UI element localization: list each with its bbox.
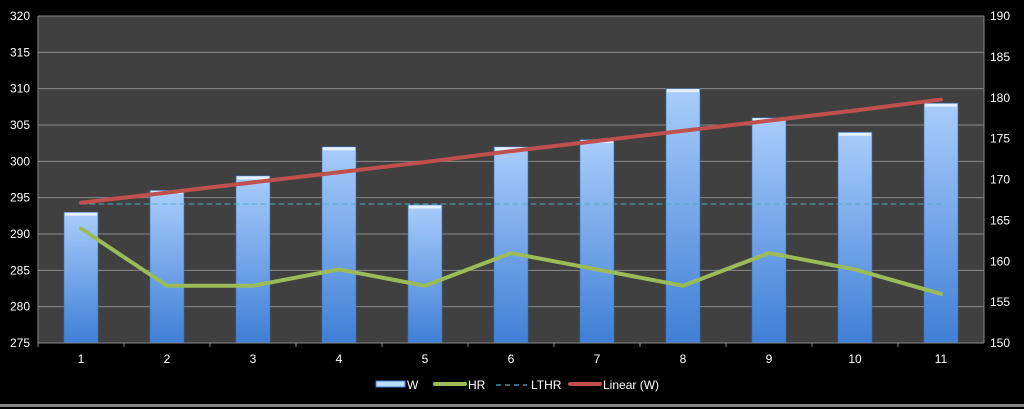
x-tick-label: 5	[422, 352, 429, 366]
x-tick-label: 11	[935, 352, 948, 366]
y-tick-label: 290	[10, 227, 30, 241]
bar-w	[923, 102, 959, 344]
y-tick-label: 295	[10, 191, 30, 205]
bar-w-highlight	[237, 176, 269, 180]
legend-swatch-w	[375, 380, 406, 388]
y2-tick-label: 155	[990, 295, 1010, 309]
y-tick-label: 310	[10, 82, 30, 96]
x-tick-label: 8	[680, 352, 687, 366]
series-linear-w	[79, 97, 943, 205]
y-tick-label: 285	[10, 263, 30, 277]
y2-tick-label: 190	[990, 9, 1010, 23]
bar-w	[837, 131, 873, 344]
bar-w-highlight	[65, 212, 97, 216]
bar-w-highlight	[839, 132, 871, 136]
y2-tick-label: 185	[990, 50, 1010, 64]
legend: W HR LTHR Linear (W)	[375, 378, 659, 392]
bar-w-highlight	[667, 89, 699, 93]
x-tick-label: 7	[594, 352, 601, 366]
bar-w	[665, 88, 701, 344]
y2-tick-label: 180	[990, 91, 1010, 105]
bar-w	[149, 190, 185, 344]
bar-w-highlight	[925, 103, 957, 107]
y-tick-label: 315	[10, 45, 30, 59]
bar-w	[493, 146, 529, 344]
x-tick-label: 6	[508, 352, 515, 366]
bar-w	[321, 146, 357, 344]
x-tick-label: 9	[766, 352, 773, 366]
y2-tick-label: 160	[990, 254, 1010, 268]
y-tick-label: 280	[10, 300, 30, 314]
y2-tick-label: 175	[990, 132, 1010, 146]
legend-label: Linear (W)	[603, 378, 659, 392]
y2-tick-label: 170	[990, 173, 1010, 187]
series-hr	[79, 226, 943, 296]
bar-w	[63, 211, 99, 344]
x-tick-label: 4	[336, 352, 343, 366]
legend-label: LTHR	[531, 378, 562, 392]
bar-w-highlight	[323, 147, 355, 151]
y-tick-label: 305	[10, 118, 30, 132]
y-tick-label: 320	[10, 9, 30, 23]
x-tick-label: 1	[78, 352, 85, 366]
bar-w-highlight	[409, 205, 441, 209]
bar-w-highlight	[495, 147, 527, 151]
bar-w	[751, 117, 787, 344]
bar-w	[579, 139, 615, 344]
legend-label: HR	[468, 378, 486, 392]
y-tick-label: 275	[10, 336, 30, 350]
bar-w	[407, 204, 443, 344]
x-tick-label: 2	[164, 352, 171, 366]
y2-tick-label: 165	[990, 213, 1010, 227]
bar-w	[235, 175, 271, 344]
legend-label: W	[407, 378, 419, 392]
x-tick-label: 10	[848, 352, 862, 366]
x-tick-label: 3	[250, 352, 257, 366]
y-tick-label: 300	[10, 154, 30, 168]
y2-tick-label: 150	[990, 336, 1010, 350]
